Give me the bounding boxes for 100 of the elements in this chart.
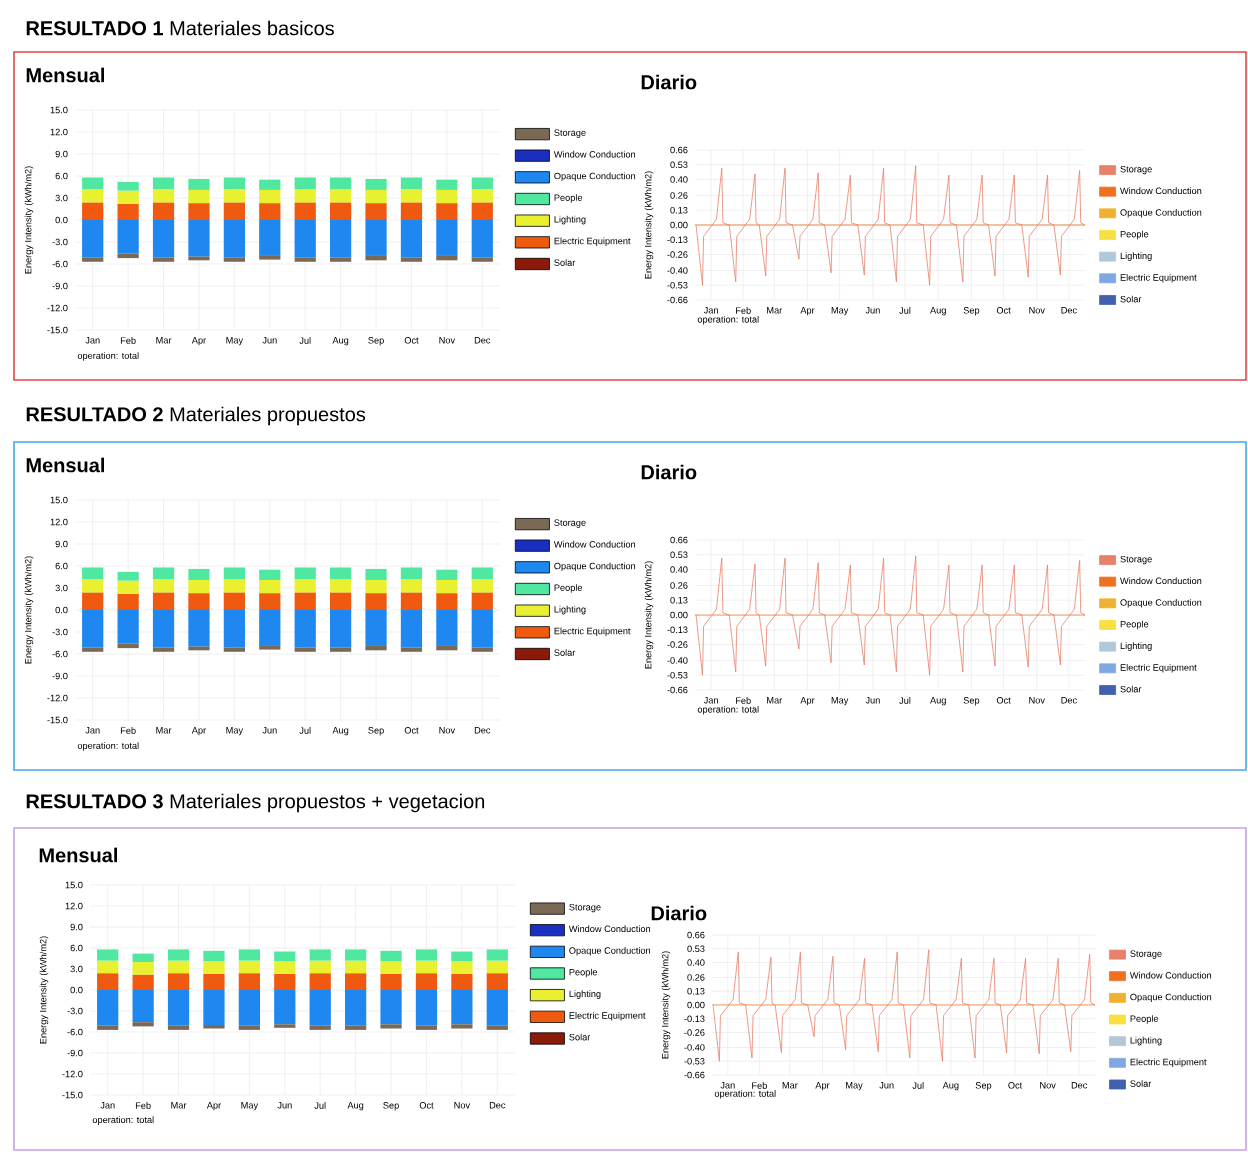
bar xyxy=(152,610,175,648)
x-tick-label: Dec xyxy=(1071,1082,1088,1089)
x-axis-title: operation: total xyxy=(697,705,759,715)
chart-subtitle: Mensual xyxy=(39,847,117,863)
bar xyxy=(188,568,210,580)
x-tick-label: Dec xyxy=(474,337,491,344)
bar xyxy=(203,973,225,990)
bar xyxy=(117,580,139,594)
bar xyxy=(223,257,245,262)
x-axis-title: operation: total xyxy=(697,315,759,325)
x-axis-title: operation: total xyxy=(77,352,139,361)
bar xyxy=(188,203,210,220)
bar xyxy=(82,579,104,593)
x-tick-label: Oct xyxy=(1008,1082,1023,1089)
bar xyxy=(400,579,423,593)
bar xyxy=(152,592,175,610)
bar xyxy=(380,1024,402,1029)
bar xyxy=(274,961,296,974)
bar xyxy=(365,189,387,204)
legend-label: Solar xyxy=(554,259,576,266)
bar xyxy=(471,579,493,593)
bar xyxy=(203,1025,225,1029)
y-tick-label: -0.26 xyxy=(667,641,688,648)
y-tick-label: -0.53 xyxy=(667,671,688,679)
bar xyxy=(117,610,139,644)
x-tick-label: Apr xyxy=(800,307,815,316)
bar xyxy=(117,181,139,191)
bar xyxy=(330,592,352,610)
y-tick-label: -0.53 xyxy=(684,1057,705,1065)
bar xyxy=(380,990,402,1025)
legend-label: People xyxy=(1120,230,1149,240)
x-tick-label: Jun xyxy=(879,1082,894,1089)
bar xyxy=(471,647,493,652)
x-tick-label: Feb xyxy=(135,1102,151,1109)
bar xyxy=(188,593,210,610)
y-tick-label: -12.0 xyxy=(62,1070,83,1078)
bar xyxy=(451,990,473,1025)
legend-label: Window Conduction xyxy=(1129,971,1212,979)
bar xyxy=(82,592,104,610)
bar xyxy=(82,219,104,258)
y-tick-label: 0.0 xyxy=(55,606,68,614)
y-tick-label: 0.40 xyxy=(687,959,705,966)
y-tick-label: 0.53 xyxy=(670,161,688,169)
x-tick-label: May xyxy=(846,1082,863,1091)
x-tick-label: Jul xyxy=(299,727,311,734)
bar xyxy=(97,949,119,961)
bar xyxy=(380,950,402,962)
line-series xyxy=(695,555,1085,676)
legend-label: Lighting xyxy=(554,605,586,615)
legend-label: Electric Equipment xyxy=(1120,274,1197,283)
bar xyxy=(436,179,458,190)
y-tick-label: -6.0 xyxy=(52,260,68,268)
x-tick-label: Feb xyxy=(120,337,136,344)
x-tick-label: Feb xyxy=(120,727,136,734)
bar xyxy=(117,203,139,220)
bar xyxy=(223,219,245,258)
chart-subtitle: Mensual xyxy=(26,67,104,83)
x-tick-label: May xyxy=(831,307,849,316)
bar xyxy=(274,973,296,990)
y-tick-label: 6.0 xyxy=(70,944,83,952)
x-tick-label: Mar xyxy=(156,337,172,344)
legend-label: Electric Equipment xyxy=(569,1012,646,1021)
x-tick-label: Nov xyxy=(1029,697,1045,704)
bar xyxy=(97,973,119,990)
bar xyxy=(238,990,260,1026)
legend-label: Lighting xyxy=(1130,1036,1162,1046)
bar xyxy=(365,579,387,594)
y-tick-label: -12.0 xyxy=(47,694,68,702)
y-tick-label: 3.0 xyxy=(55,194,68,202)
bar xyxy=(259,569,281,580)
x-tick-label: Jan xyxy=(85,727,100,734)
y-tick-label: -3.0 xyxy=(52,628,68,636)
y-tick-label: 15.0 xyxy=(65,881,83,889)
bar xyxy=(97,990,119,1026)
legend-label: Electric Equipment xyxy=(1130,1058,1207,1068)
bar xyxy=(451,973,473,990)
y-tick-label: -9.0 xyxy=(67,1049,83,1057)
chart-title: RESULTADO 3 Materiales propuestos + vegetacion xyxy=(26,793,485,813)
x-tick-label: Mar xyxy=(171,1102,187,1109)
legend-label: Storage xyxy=(1130,950,1162,959)
x-tick-label: Mar xyxy=(767,697,783,704)
bar xyxy=(294,592,316,610)
x-tick-label: Dec xyxy=(489,1102,506,1109)
x-tick-label: Jun xyxy=(865,307,880,314)
bar xyxy=(152,219,175,258)
bar xyxy=(400,647,423,652)
legend-label: People xyxy=(569,968,598,978)
x-tick-label: Mar xyxy=(156,727,172,734)
legend-label: Storage xyxy=(554,519,586,528)
bar xyxy=(152,579,175,593)
x-tick-label: Nov xyxy=(439,337,455,344)
bar xyxy=(152,567,175,580)
bar xyxy=(471,177,493,190)
y-tick-label: 0.40 xyxy=(670,176,688,183)
bar xyxy=(415,949,438,961)
legend-label: People xyxy=(1120,620,1149,630)
x-tick-label: Nov xyxy=(1040,1082,1056,1089)
x-tick-label: Jun xyxy=(262,727,277,734)
bar xyxy=(486,960,508,974)
bar xyxy=(238,973,260,990)
